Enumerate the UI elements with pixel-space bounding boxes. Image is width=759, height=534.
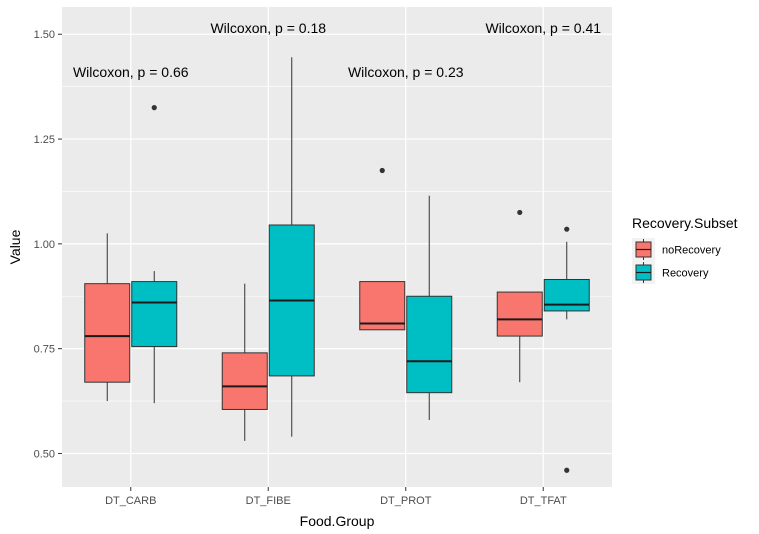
y-tick-label: 0.75 (34, 344, 55, 356)
box-body (359, 281, 406, 331)
box-Recovery-DT_CARB (131, 105, 178, 404)
outlier-point (564, 226, 570, 232)
legend-label-Recovery: Recovery (662, 268, 709, 280)
wilcoxon-annotation: Wilcoxon, p = 0.23 (348, 64, 464, 80)
panel-background (62, 7, 612, 487)
x-axis-title: Food.Group (300, 513, 375, 529)
box-body (84, 283, 131, 383)
axes: 0.50 0.75 1.00 1.25 1.50 DT_CARB DT_FIBE DT_PRO… (34, 29, 567, 507)
y-tick-label: 1.50 (34, 29, 55, 41)
y-tick-label: 1.25 (34, 134, 55, 146)
boxes (84, 57, 590, 473)
box-body (543, 278, 590, 312)
box-body (496, 291, 543, 337)
legend-label-noRecovery: noRecovery (662, 245, 721, 257)
grid-lines (62, 7, 612, 487)
x-tick-label: DT_FIBE (246, 495, 291, 507)
box-body (131, 281, 178, 348)
outlier-point (564, 467, 570, 473)
outlier-point (151, 105, 157, 111)
legend-title: Recovery.Subset (632, 215, 738, 231)
y-tick-label: 1.00 (34, 239, 55, 251)
wilcoxon-annotation: Wilcoxon, p = 0.18 (210, 20, 326, 36)
box-body (221, 352, 268, 410)
wilcoxon-annotation: Wilcoxon, p = 0.66 (73, 64, 189, 80)
annotations: Wilcoxon, p = 0.66 Wilcoxon, p = 0.18 Wilc… (73, 20, 601, 80)
box-Recovery-DT_FIBE (268, 57, 315, 437)
outlier-point (517, 209, 523, 216)
x-tick-label: DT_CARB (105, 495, 156, 507)
y-axis-title: Value (7, 229, 23, 264)
wilcoxon-annotation: Wilcoxon, p = 0.41 (485, 20, 601, 36)
x-tick-label: DT_PROT (380, 495, 432, 507)
x-tick-label: DT_TFAT (520, 495, 567, 507)
y-tick-label: 0.50 (34, 448, 55, 460)
box-body (406, 295, 453, 394)
legend: Recovery.Subset noRecovery Recovery (632, 215, 738, 284)
box-Recovery-DT_TFAT (543, 226, 590, 473)
box-Recovery-DT_PROT (406, 195, 453, 420)
box-noRecovery-DT_CARB (84, 233, 131, 402)
box-noRecovery-DT_PROT (359, 167, 406, 331)
outlier-point (379, 167, 385, 174)
box-noRecovery-DT_FIBE (221, 283, 268, 441)
box-noRecovery-DT_TFAT (496, 209, 543, 383)
